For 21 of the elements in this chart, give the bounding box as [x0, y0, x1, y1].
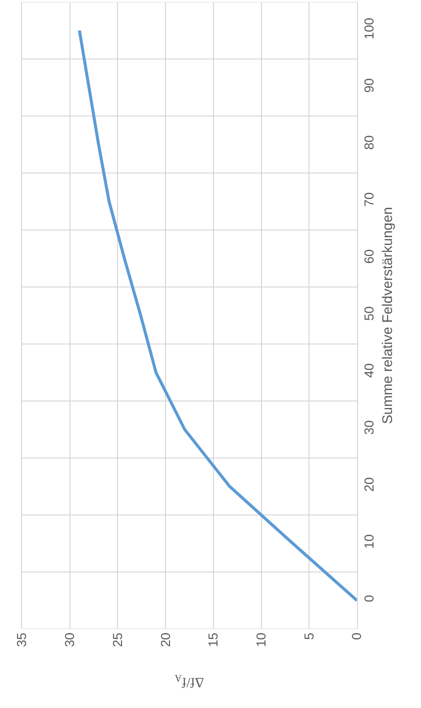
- x-tick-label: 25: [110, 632, 125, 648]
- y-tick-label: 60: [362, 249, 377, 264]
- y-tick-label: 70: [362, 192, 377, 207]
- y-tick-label: 30: [362, 420, 377, 435]
- line-series: [78, 29, 357, 602]
- y-axis-title: Summe relative Feldverstärkungen: [378, 206, 395, 424]
- x-tick-label: 20: [158, 632, 173, 648]
- x-tick-label: 30: [62, 632, 78, 648]
- y-tick-label: 80: [362, 135, 377, 150]
- x-tick-label: 5: [301, 632, 316, 640]
- y-tick-label: 0: [362, 594, 377, 602]
- y-tick-label: 90: [362, 78, 377, 93]
- y-tick-label: 20: [362, 477, 377, 492]
- x-tick-label: 0: [349, 632, 364, 640]
- x-tick-label: 35: [14, 632, 30, 648]
- y-tick-label: 100: [362, 18, 377, 40]
- y-tick-label: 50: [362, 306, 377, 321]
- y-tick-label: 40: [362, 363, 377, 378]
- x-tick-label: 10: [254, 632, 269, 648]
- x-tick-label: 15: [206, 632, 221, 648]
- y-tick-label: 10: [362, 534, 377, 549]
